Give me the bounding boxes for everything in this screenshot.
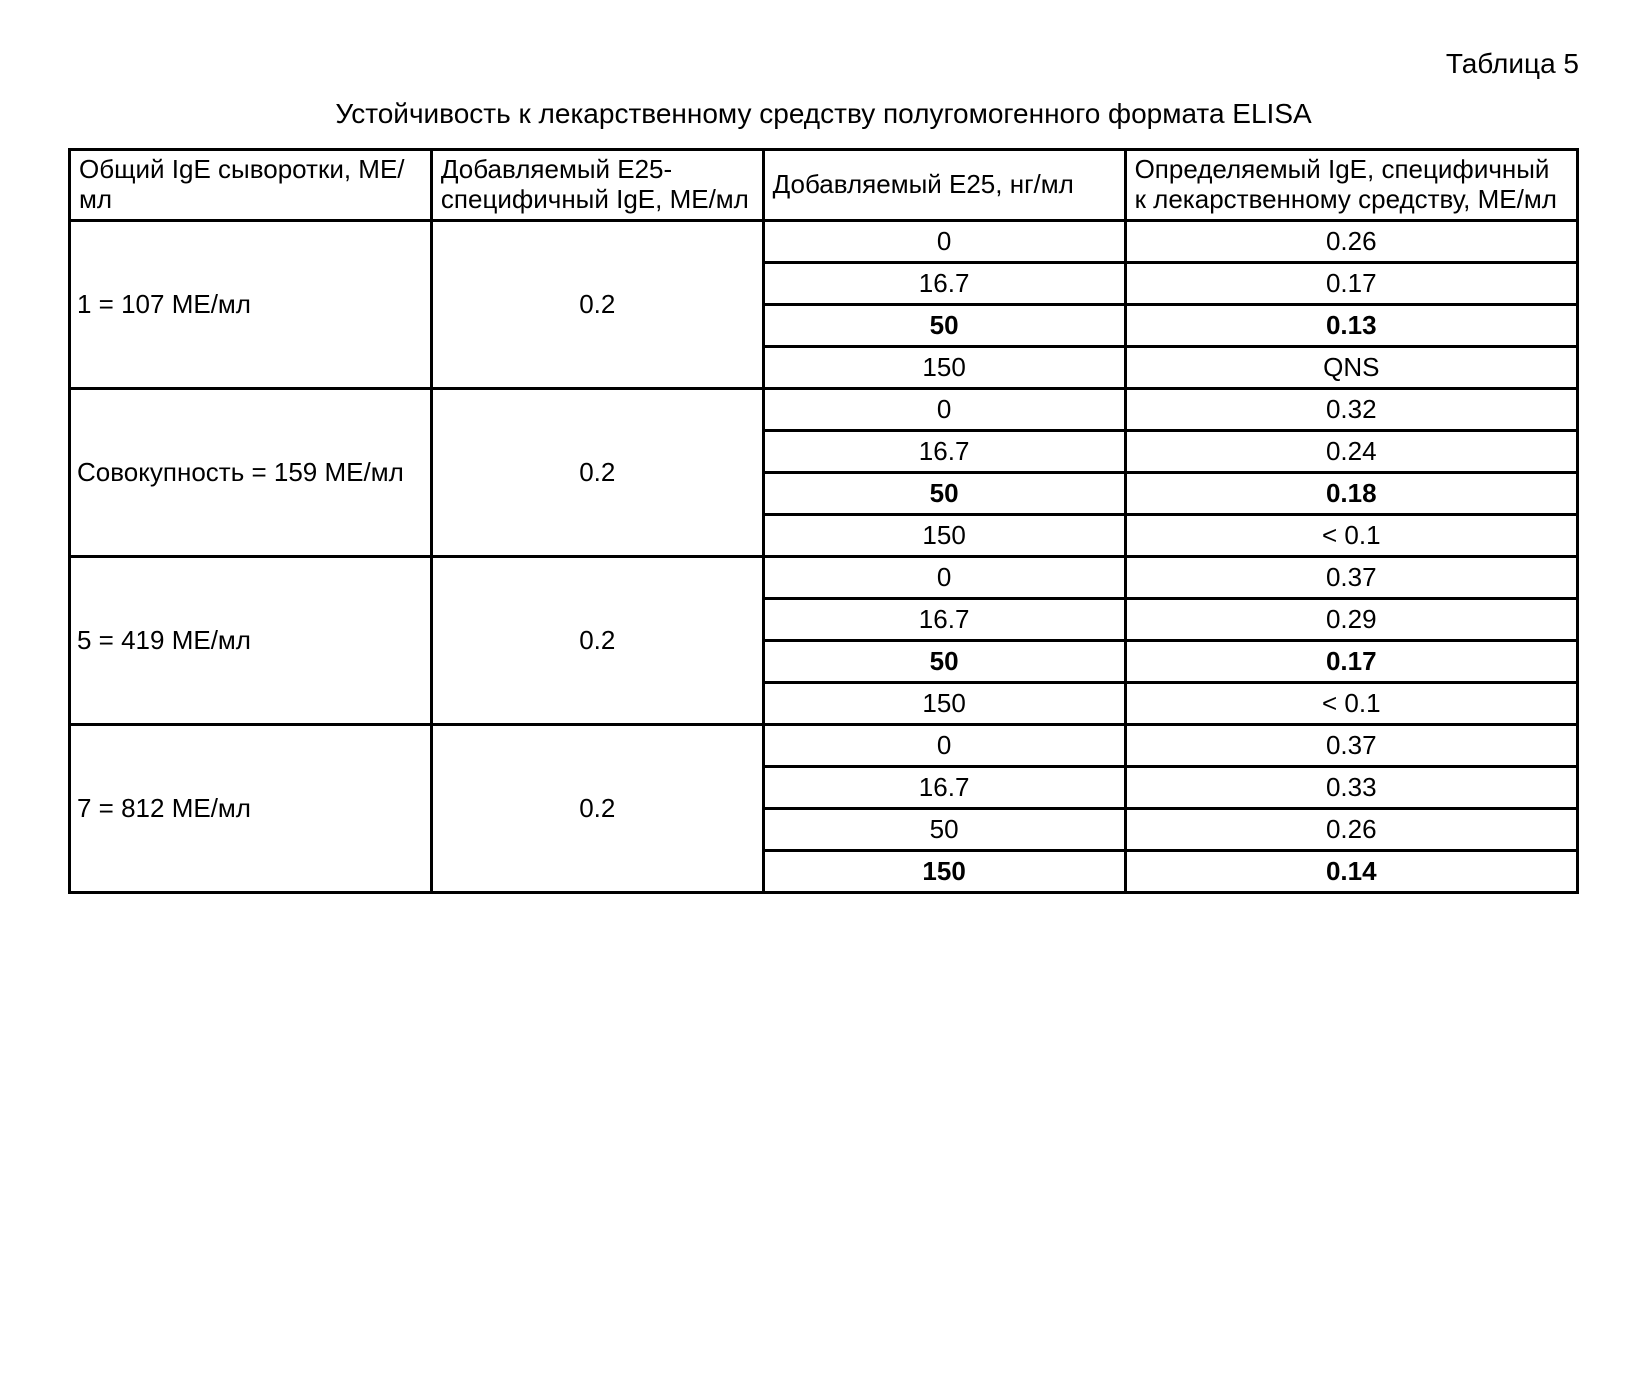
cell-detected-ige: 0.29 (1125, 598, 1577, 640)
data-table: Общий IgE сыворотки, МЕ/мл Добавляемый E… (68, 148, 1579, 894)
cell-detected-ige: 0.14 (1125, 850, 1577, 892)
header-c1: Общий IgE сыворотки, МЕ/мл (70, 150, 432, 221)
table-row: 5 = 419 МЕ/мл0.200.37 (70, 556, 1578, 598)
table-title: Устойчивость к лекарственному средству п… (68, 98, 1579, 130)
cell-detected-ige: 0.18 (1125, 472, 1577, 514)
cell-added-e25: 0 (763, 556, 1125, 598)
cell-total-ige: Совокупность = 159 МЕ/мл (70, 388, 432, 556)
cell-detected-ige: 0.24 (1125, 430, 1577, 472)
header-c2: Добавляемый E25-специфичный IgE, МЕ/мл (431, 150, 763, 221)
cell-detected-ige: < 0.1 (1125, 514, 1577, 556)
table-row: Совокупность = 159 МЕ/мл0.200.32 (70, 388, 1578, 430)
cell-added-e25: 50 (763, 640, 1125, 682)
cell-added-e25: 16.7 (763, 430, 1125, 472)
cell-total-ige: 7 = 812 МЕ/мл (70, 724, 432, 892)
cell-added-e25: 50 (763, 472, 1125, 514)
cell-detected-ige: 0.32 (1125, 388, 1577, 430)
cell-detected-ige: 0.37 (1125, 724, 1577, 766)
cell-detected-ige: 0.26 (1125, 808, 1577, 850)
table-body: 1 = 107 МЕ/мл0.200.2616.70.17500.13150QN… (70, 220, 1578, 892)
cell-added-e25: 0 (763, 388, 1125, 430)
cell-added-specific-ige: 0.2 (431, 556, 763, 724)
cell-added-e25: 150 (763, 682, 1125, 724)
cell-detected-ige: 0.13 (1125, 304, 1577, 346)
cell-added-specific-ige: 0.2 (431, 388, 763, 556)
cell-detected-ige: < 0.1 (1125, 682, 1577, 724)
cell-total-ige: 5 = 419 МЕ/мл (70, 556, 432, 724)
cell-added-specific-ige: 0.2 (431, 724, 763, 892)
cell-added-e25: 16.7 (763, 598, 1125, 640)
table-label: Таблица 5 (68, 48, 1579, 80)
table-row: 7 = 812 МЕ/мл0.200.37 (70, 724, 1578, 766)
cell-detected-ige: 0.37 (1125, 556, 1577, 598)
cell-added-e25: 0 (763, 220, 1125, 262)
cell-detected-ige: 0.26 (1125, 220, 1577, 262)
cell-added-e25: 150 (763, 346, 1125, 388)
cell-added-e25: 0 (763, 724, 1125, 766)
cell-total-ige: 1 = 107 МЕ/мл (70, 220, 432, 388)
header-c3: Добавляемый E25, нг/мл (763, 150, 1125, 221)
cell-added-e25: 16.7 (763, 262, 1125, 304)
header-c4: Определяемый IgE, специфичный к лекарств… (1125, 150, 1577, 221)
cell-added-e25: 16.7 (763, 766, 1125, 808)
cell-added-e25: 50 (763, 808, 1125, 850)
cell-added-specific-ige: 0.2 (431, 220, 763, 388)
cell-added-e25: 50 (763, 304, 1125, 346)
cell-detected-ige: 0.17 (1125, 262, 1577, 304)
cell-added-e25: 150 (763, 850, 1125, 892)
cell-detected-ige: 0.17 (1125, 640, 1577, 682)
cell-detected-ige: 0.33 (1125, 766, 1577, 808)
table-row: 1 = 107 МЕ/мл0.200.26 (70, 220, 1578, 262)
table-header-row: Общий IgE сыворотки, МЕ/мл Добавляемый E… (70, 150, 1578, 221)
cell-detected-ige: QNS (1125, 346, 1577, 388)
cell-added-e25: 150 (763, 514, 1125, 556)
